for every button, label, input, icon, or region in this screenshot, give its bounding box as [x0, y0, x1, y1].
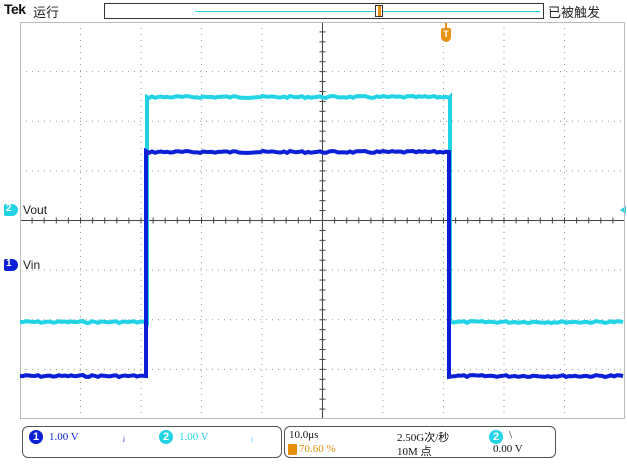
ch2-badge[interactable]: 2 — [159, 430, 173, 444]
waveform-display[interactable] — [20, 22, 625, 419]
timebase: 10.0μs — [289, 429, 319, 441]
ch1-badge[interactable]: 1 — [29, 430, 43, 444]
ch1-scale: 1.00 V — [49, 431, 79, 443]
record-length: 10M 点 — [397, 446, 432, 458]
run-status[interactable]: 运行 — [33, 5, 60, 20]
ch1-marker-label: 1 — [6, 258, 12, 269]
trigger-position-marker[interactable]: T — [441, 22, 451, 44]
trigger-slope-icon: \ — [509, 429, 513, 441]
waveforms — [20, 92, 624, 380]
channel-readout-box[interactable]: 1 1.00 V ⱼ 2 1.00 V ⱼ — [22, 426, 282, 458]
timebase-readout-box[interactable]: 10.0μs 70.60 % 2.50G次/秒 10M 点 2 \ 0.00 V — [284, 426, 556, 458]
trigger-stem — [445, 22, 447, 28]
trigger-level: 0.00 V — [493, 443, 523, 455]
ch2-label: Vout — [23, 203, 48, 217]
graticule — [20, 22, 625, 419]
ch1-waveform — [20, 147, 624, 380]
record-view-line — [195, 11, 540, 12]
ch2-waveform — [20, 92, 624, 327]
screen-border — [20, 22, 625, 419]
ch2-marker-label: 2 — [6, 203, 12, 214]
ch1-bandwidth-icon: ⱼ — [123, 432, 125, 444]
trigger-source-badge[interactable]: 2 — [489, 430, 503, 444]
brand-logo: Tek — [4, 1, 26, 17]
ch2-right-marker — [620, 206, 626, 214]
trigger-icon: T — [441, 28, 451, 42]
record-view-bar[interactable] — [104, 3, 544, 19]
trigger-status: 已被触发 — [548, 5, 601, 20]
ch1-label: Vin — [23, 258, 41, 272]
trigger-position: 70.60 % — [299, 443, 336, 455]
ch2-ground-marker[interactable]: 2 — [4, 203, 18, 216]
ch2-bandwidth-icon: ⱼ — [251, 432, 253, 444]
ch2-scale: 1.00 V — [179, 431, 209, 443]
ch1-ground-marker[interactable]: 1 — [4, 258, 18, 271]
trigger-position-icon — [288, 444, 297, 455]
record-trigger-tick — [378, 6, 381, 16]
sample-rate: 2.50G次/秒 — [397, 432, 450, 444]
